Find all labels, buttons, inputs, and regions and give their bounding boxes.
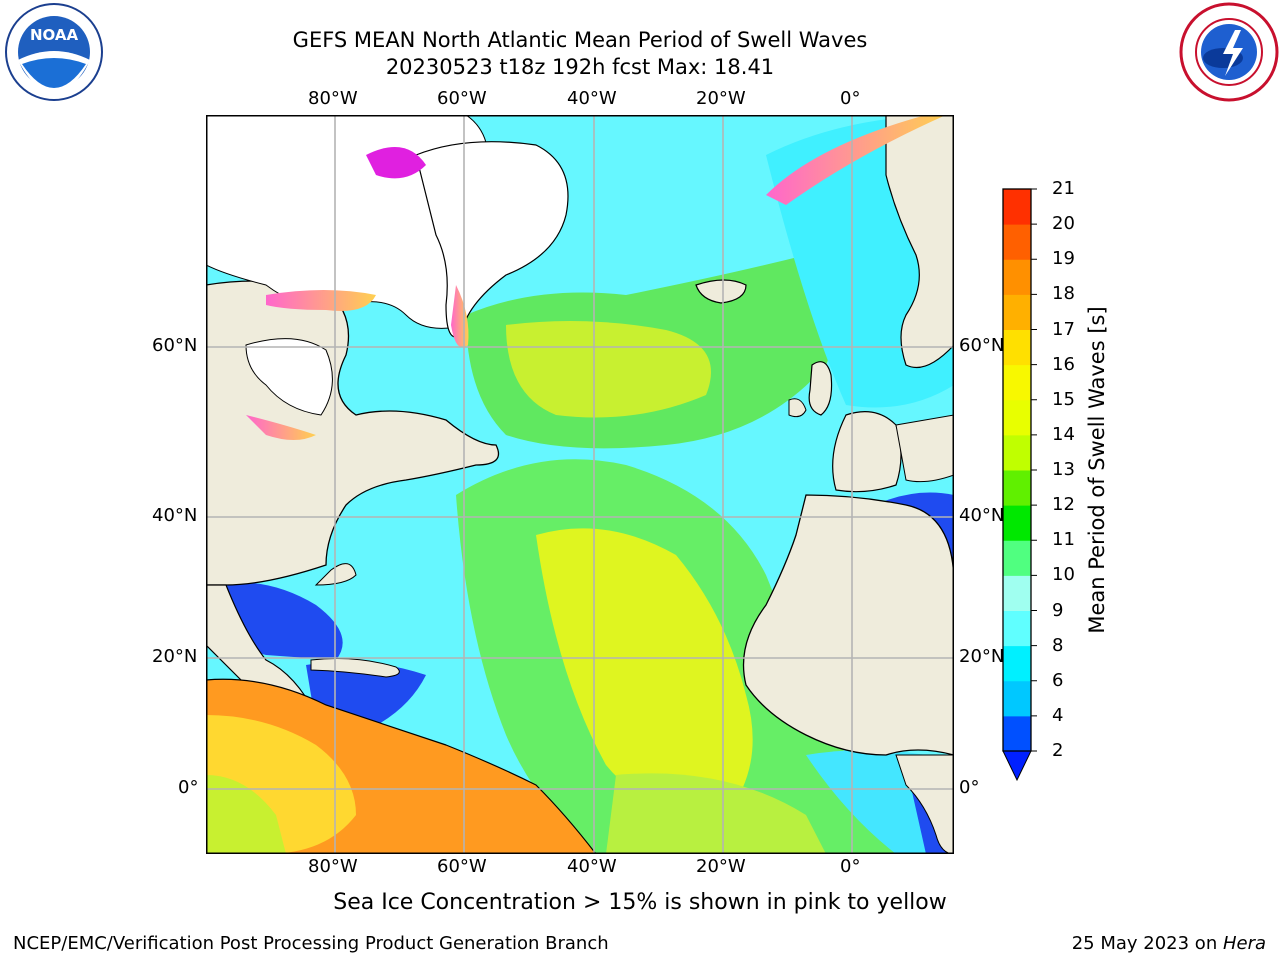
footer-date: 25 May 2023 on Hera bbox=[1072, 933, 1266, 954]
colorbar-tick-label: 6 bbox=[1052, 669, 1064, 691]
colorbar-tick-label: 15 bbox=[1052, 388, 1075, 410]
colorbar-segment bbox=[1003, 294, 1031, 330]
noaa-logo-text: NOAA bbox=[30, 26, 79, 44]
footer-host: Hera bbox=[1222, 933, 1266, 954]
africa-land bbox=[742, 494, 954, 756]
colorbar-under-triangle bbox=[1002, 750, 1032, 782]
greenland bbox=[415, 141, 569, 338]
colorbar-segment bbox=[1003, 434, 1031, 471]
colorbar-segment bbox=[1003, 224, 1031, 260]
colorbar-tick-label: 11 bbox=[1052, 529, 1075, 551]
colorbar bbox=[1002, 188, 1037, 782]
europe-land bbox=[885, 115, 954, 369]
british-isles bbox=[808, 361, 833, 416]
colorbar-segment bbox=[1003, 505, 1031, 541]
colorbar-segment bbox=[1003, 259, 1031, 295]
colorbar-segment bbox=[1003, 575, 1031, 611]
lat-tick-left: 40°N bbox=[152, 505, 198, 526]
lat-tick-right: 60°N bbox=[959, 335, 1005, 356]
chart-title: GEFS MEAN North Atlantic Mean Period of … bbox=[292, 28, 868, 52]
colorbar-tick-label: 19 bbox=[1052, 248, 1075, 270]
colorbar-tick-label: 21 bbox=[1052, 178, 1075, 199]
lat-tick-left: 20°N bbox=[152, 646, 198, 667]
lon-tick-top: 80°W bbox=[308, 88, 358, 109]
colorbar-segment bbox=[1003, 715, 1031, 752]
footer-credit: NCEP/EMC/Verification Post Processing Pr… bbox=[13, 933, 609, 954]
lon-tick-bottom: 0° bbox=[840, 856, 861, 877]
map-panel bbox=[206, 115, 954, 854]
colorbar-tick-label: 16 bbox=[1052, 353, 1075, 375]
lat-tick-right: 0° bbox=[959, 777, 980, 798]
colorbar-tick-label: 12 bbox=[1052, 494, 1075, 516]
lon-tick-top: 0° bbox=[840, 88, 861, 109]
lat-tick-left: 60°N bbox=[152, 335, 198, 356]
colorbar-tick-label: 10 bbox=[1052, 564, 1075, 586]
colorbar-tick-label: 9 bbox=[1052, 599, 1064, 621]
colorbar-segment bbox=[1003, 610, 1031, 647]
lat-tick-left: 0° bbox=[178, 777, 199, 798]
colorbar-segment bbox=[1003, 470, 1031, 506]
sea-ice-note: Sea Ice Concentration > 15% is shown in … bbox=[333, 890, 947, 915]
footer-date-text: 25 May 2023 on bbox=[1071, 933, 1223, 954]
colorbar-tick-label: 4 bbox=[1052, 704, 1064, 726]
colorbar-tick-label: 18 bbox=[1052, 283, 1075, 305]
colorbar-tick-label: 2 bbox=[1052, 740, 1064, 761]
colorbar-title: Mean Period of Swell Waves [s] bbox=[1085, 306, 1109, 634]
lon-tick-bottom: 40°W bbox=[567, 856, 617, 877]
lon-tick-top: 60°W bbox=[437, 88, 487, 109]
colorbar-segment bbox=[1003, 645, 1031, 682]
lat-tick-right: 20°N bbox=[959, 646, 1005, 667]
colorbar-tick-label: 17 bbox=[1052, 318, 1075, 340]
lon-tick-bottom: 80°W bbox=[308, 856, 358, 877]
chart-subtitle: 20230523 t18z 192h fcst Max: 18.41 bbox=[385, 55, 775, 79]
colorbar-segment bbox=[1003, 680, 1031, 717]
lon-tick-bottom: 60°W bbox=[437, 856, 487, 877]
colorbar-tick-label: 13 bbox=[1052, 459, 1075, 480]
colorbar-tick-label: 8 bbox=[1052, 634, 1064, 656]
colorbar-segment bbox=[1003, 364, 1031, 401]
graticule bbox=[206, 115, 954, 854]
lat-tick-right: 40°N bbox=[959, 505, 1005, 526]
map-frame bbox=[206, 115, 954, 854]
national-weather-service-logo-icon bbox=[1179, 2, 1279, 102]
lon-tick-bottom: 20°W bbox=[696, 856, 746, 877]
colorbar-segment bbox=[1003, 189, 1031, 225]
noaa-logo-icon: NOAA bbox=[4, 2, 104, 102]
lon-tick-top: 20°W bbox=[696, 88, 746, 109]
lon-tick-top: 40°W bbox=[567, 88, 617, 109]
swell-period-map bbox=[206, 115, 954, 854]
colorbar-segment bbox=[1003, 399, 1031, 436]
colorbar-segment bbox=[1003, 329, 1031, 366]
colorbar-tick-label: 14 bbox=[1052, 423, 1075, 445]
colorbar-tick-label: 20 bbox=[1052, 213, 1075, 235]
colorbar-segment bbox=[1003, 540, 1031, 576]
